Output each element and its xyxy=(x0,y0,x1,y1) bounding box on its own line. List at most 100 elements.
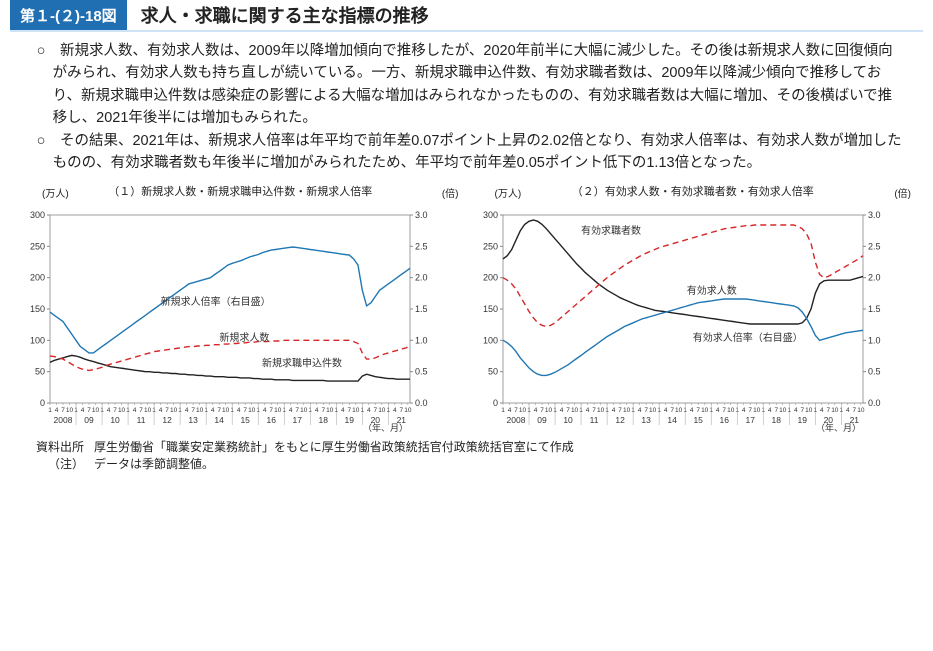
svg-text:4: 4 xyxy=(237,407,241,414)
svg-text:7: 7 xyxy=(139,407,143,414)
svg-text:0.0: 0.0 xyxy=(415,398,428,408)
svg-text:50: 50 xyxy=(487,366,497,376)
note-label: （注） xyxy=(30,456,94,473)
svg-text:7: 7 xyxy=(61,407,65,414)
svg-text:有効求職者数: 有効求職者数 xyxy=(581,224,641,237)
svg-text:7: 7 xyxy=(295,407,299,414)
svg-text:10: 10 xyxy=(92,407,100,414)
chart1-unit-right: (倍) xyxy=(442,185,459,200)
svg-text:19: 19 xyxy=(345,415,355,425)
svg-text:7: 7 xyxy=(852,407,856,414)
svg-text:10: 10 xyxy=(274,407,282,414)
svg-text:10: 10 xyxy=(110,415,120,425)
svg-text:4: 4 xyxy=(211,407,215,414)
svg-text:10: 10 xyxy=(701,407,709,414)
svg-text:4: 4 xyxy=(507,407,511,414)
svg-text:0.5: 0.5 xyxy=(868,366,881,376)
svg-text:150: 150 xyxy=(30,304,45,314)
svg-text:13: 13 xyxy=(188,415,198,425)
svg-text:10: 10 xyxy=(518,407,526,414)
svg-text:12: 12 xyxy=(615,415,625,425)
svg-text:4: 4 xyxy=(289,407,293,414)
svg-text:09: 09 xyxy=(537,415,547,425)
svg-text:4: 4 xyxy=(263,407,267,414)
svg-text:4: 4 xyxy=(393,407,397,414)
svg-text:7: 7 xyxy=(269,407,273,414)
svg-text:11: 11 xyxy=(137,415,146,425)
svg-text:17: 17 xyxy=(745,415,755,425)
svg-text:4: 4 xyxy=(55,407,59,414)
svg-text:16: 16 xyxy=(266,415,276,425)
svg-text:10: 10 xyxy=(805,407,813,414)
svg-text:7: 7 xyxy=(644,407,648,414)
svg-text:10: 10 xyxy=(857,407,865,414)
svg-text:19: 19 xyxy=(797,415,807,425)
body-text: ○ 新規求人数、有効求人数は、2009年以降増加傾向で推移したが、2020年前半… xyxy=(10,40,923,183)
svg-text:10: 10 xyxy=(596,407,604,414)
paragraph-1: ○ 新規求人数、有効求人数は、2009年以降増加傾向で推移したが、2020年前半… xyxy=(28,40,905,130)
svg-text:0: 0 xyxy=(492,398,497,408)
title-bar: 第１-(２)-18図 求人・求職に関する主な指標の推移 xyxy=(10,0,923,32)
svg-text:7: 7 xyxy=(347,407,351,414)
svg-text:3.0: 3.0 xyxy=(868,210,881,220)
svg-text:（年、月）: （年、月） xyxy=(363,422,408,433)
footer: 資料出所 厚生労働省「職業安定業務統計」をもとに厚生労働省政策統括官付政策統括官… xyxy=(10,433,923,473)
chart1-unit-left: (万人) xyxy=(42,185,69,200)
svg-text:09: 09 xyxy=(84,415,94,425)
figure-title: 求人・求職に関する主な指標の推移 xyxy=(127,0,443,30)
svg-text:10: 10 xyxy=(248,407,256,414)
svg-text:17: 17 xyxy=(292,415,302,425)
svg-text:（年、月）: （年、月） xyxy=(815,422,860,433)
svg-text:10: 10 xyxy=(66,407,74,414)
charts-row: (万人) (倍) （１）新規求人数・新規求職申込件数・新規求人倍率 050100… xyxy=(10,183,923,433)
chart1-title: （１）新規求人数・新規求職申込件数・新規求人倍率 xyxy=(18,183,463,199)
svg-text:13: 13 xyxy=(641,415,651,425)
svg-text:10: 10 xyxy=(649,407,657,414)
svg-text:1.0: 1.0 xyxy=(868,335,881,345)
svg-text:7: 7 xyxy=(87,407,91,414)
svg-text:250: 250 xyxy=(482,241,497,251)
svg-text:0.5: 0.5 xyxy=(415,366,428,376)
svg-text:4: 4 xyxy=(315,407,319,414)
svg-text:7: 7 xyxy=(373,407,377,414)
svg-text:新規求人数: 新規求人数 xyxy=(219,331,269,344)
svg-text:1.0: 1.0 xyxy=(415,335,428,345)
svg-text:4: 4 xyxy=(107,407,111,414)
svg-text:7: 7 xyxy=(722,407,726,414)
svg-text:新規求人倍率（右目盛）: 新規求人倍率（右目盛） xyxy=(161,295,271,308)
chart2-svg: 0501001502002503000.00.51.01.52.02.53.01… xyxy=(471,201,891,433)
svg-text:7: 7 xyxy=(696,407,700,414)
svg-text:14: 14 xyxy=(214,415,224,425)
svg-text:2008: 2008 xyxy=(54,415,73,425)
svg-text:4: 4 xyxy=(81,407,85,414)
svg-text:7: 7 xyxy=(217,407,221,414)
svg-text:1: 1 xyxy=(501,407,505,414)
svg-text:10: 10 xyxy=(831,407,839,414)
svg-text:7: 7 xyxy=(566,407,570,414)
svg-text:250: 250 xyxy=(30,241,45,251)
svg-text:10: 10 xyxy=(544,407,552,414)
note-text: データは季節調整値。 xyxy=(94,456,214,473)
svg-text:12: 12 xyxy=(162,415,172,425)
svg-text:15: 15 xyxy=(240,415,250,425)
svg-text:18: 18 xyxy=(771,415,781,425)
svg-text:7: 7 xyxy=(618,407,622,414)
chart1-svg: 0501001502002503000.00.51.01.52.02.53.01… xyxy=(18,201,438,433)
svg-text:4: 4 xyxy=(611,407,615,414)
svg-text:100: 100 xyxy=(482,335,497,345)
svg-text:2.5: 2.5 xyxy=(415,241,428,251)
source-text: 厚生労働省「職業安定業務統計」をもとに厚生労働省政策統括官付政策統括官室にて作成 xyxy=(94,439,574,456)
svg-text:4: 4 xyxy=(663,407,667,414)
svg-text:1: 1 xyxy=(48,407,52,414)
svg-text:7: 7 xyxy=(400,407,404,414)
source-label: 資料出所 xyxy=(30,439,94,456)
svg-text:7: 7 xyxy=(670,407,674,414)
svg-text:10: 10 xyxy=(352,407,360,414)
svg-text:10: 10 xyxy=(378,407,386,414)
svg-text:10: 10 xyxy=(622,407,630,414)
svg-text:4: 4 xyxy=(559,407,563,414)
svg-text:4: 4 xyxy=(689,407,693,414)
svg-text:18: 18 xyxy=(319,415,329,425)
svg-text:2.0: 2.0 xyxy=(415,272,428,282)
svg-text:10: 10 xyxy=(404,407,412,414)
